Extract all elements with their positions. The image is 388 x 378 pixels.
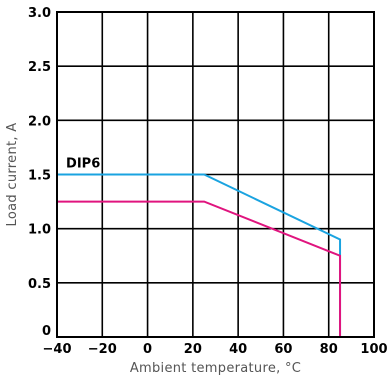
series-annotation-label: DIP6 — [66, 157, 100, 172]
y-tick-label: 1.0 — [28, 223, 51, 238]
grid — [57, 12, 374, 337]
x-tick-label: 100 — [360, 342, 387, 357]
x-axis-label: Ambient temperature, °C — [130, 361, 301, 376]
x-tick-label: −40 — [43, 342, 72, 357]
x-tick-label: 60 — [274, 342, 292, 357]
series-line-1 — [57, 173, 342, 337]
x-tick-label: 20 — [184, 342, 202, 357]
x-tick-label: 80 — [320, 342, 338, 357]
y-tick-label: 2.0 — [28, 114, 51, 129]
y-tick-label: 0 — [42, 324, 51, 339]
y-tick-label: 3.0 — [28, 6, 51, 21]
y-tick-label: 2.5 — [28, 60, 51, 75]
y-axis-label: Load current, A — [5, 123, 20, 227]
x-tick-label: 40 — [229, 342, 247, 357]
series-line-2 — [57, 200, 342, 337]
series-layer — [57, 173, 342, 337]
x-tick-label: −20 — [88, 342, 117, 357]
tick-labels: −40 −20 0 20 40 60 80 100 0 0.5 1.0 1.5 2.0 2.5 3.0 — [28, 6, 388, 357]
plot-area-frame — [56, 11, 375, 338]
y-tick-label: 0.5 — [28, 277, 51, 292]
x-tick-label: 0 — [143, 342, 152, 357]
y-tick-label: 1.5 — [28, 169, 51, 184]
annotations: DIP6 — [66, 157, 100, 172]
